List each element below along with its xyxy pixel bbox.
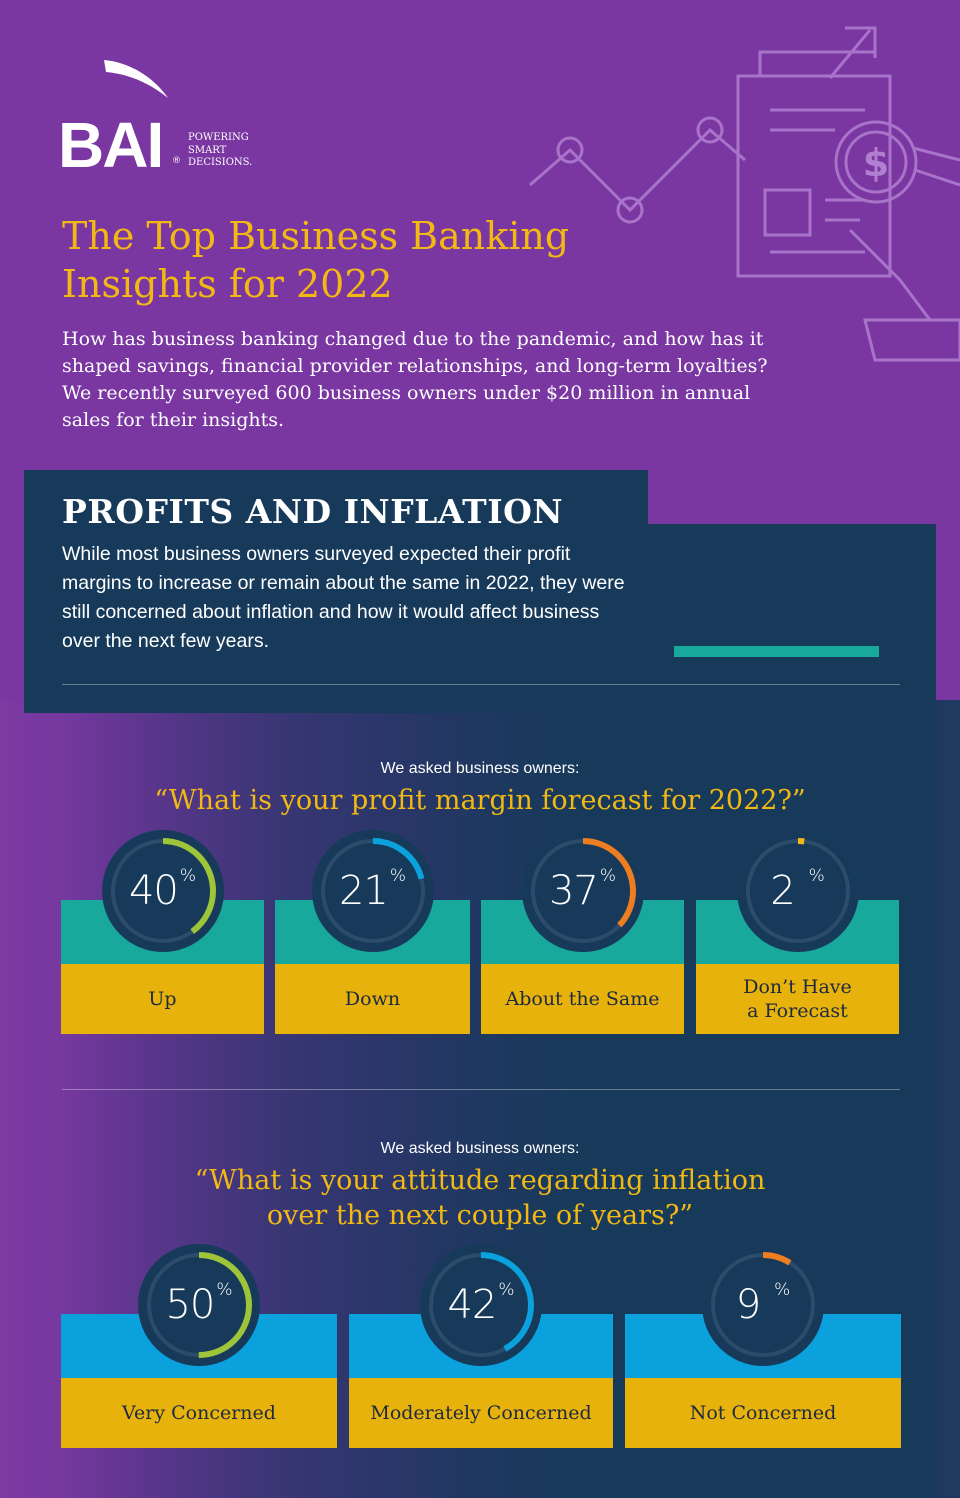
value-label: 50: [165, 1282, 215, 1328]
value-arc: [109, 838, 216, 944]
finance-document-icon: $: [529, 26, 960, 362]
logo-text: BAI: [58, 109, 164, 181]
value-arc: [319, 838, 426, 944]
value-arc: [428, 1252, 534, 1358]
tagline-line: POWERING: [188, 132, 249, 143]
category-label: Don’t Have a Forecast: [743, 976, 852, 1022]
percent-ring: 40%: [101, 830, 224, 952]
value-label: 2: [770, 868, 795, 914]
category-label: About the Same: [505, 988, 660, 1010]
ring-background: [420, 1244, 542, 1366]
divider: [62, 1089, 900, 1090]
percent-symbol: %: [498, 1280, 515, 1300]
card-label-band: Down: [275, 964, 470, 1034]
card-label-band: Not Concerned: [625, 1378, 901, 1448]
intro-paragraph: How has business banking changed due to …: [62, 328, 768, 431]
tagline-line: SMART: [188, 144, 227, 156]
section-title: PROFITS AND INFLATION: [62, 492, 564, 531]
tagline-line: DECISIONS.: [188, 157, 253, 168]
value-arc: [529, 838, 636, 944]
percent-symbol: %: [389, 866, 407, 886]
card-label-band: Up: [61, 964, 264, 1034]
value-label: 37: [548, 868, 599, 914]
value-label: 40: [128, 868, 179, 914]
percent-symbol: %: [179, 866, 197, 886]
percent-symbol: %: [216, 1280, 233, 1300]
registered-mark: ®: [172, 156, 181, 166]
accent-bar: [674, 646, 879, 657]
ring-background: [521, 830, 644, 952]
value-arc: [744, 838, 851, 944]
question-title: “What is your profit margin forecast for…: [154, 785, 806, 816]
percent-symbol: %: [808, 866, 825, 886]
card-label-band: Don’t Have a Forecast: [696, 964, 899, 1034]
page-title: The Top Business Banking Insights for 20…: [62, 214, 570, 306]
ring-background: [702, 1244, 824, 1366]
percent-ring: 21%: [311, 830, 434, 952]
card-label-band: About the Same: [481, 964, 684, 1034]
percent-ring: 37%: [521, 830, 644, 952]
percent-symbol: %: [774, 1280, 791, 1300]
ring-background: [138, 1244, 260, 1366]
value-label: 21: [338, 868, 389, 914]
ring-background: [736, 830, 859, 952]
card-label-band: Very Concerned: [61, 1378, 337, 1448]
ring-background: [101, 830, 224, 952]
percent-symbol: %: [599, 866, 617, 886]
category-label: Very Concerned: [122, 1402, 276, 1424]
percent-ring: 9%: [702, 1244, 824, 1366]
value-label: 42: [447, 1282, 497, 1328]
category-label: Up: [148, 988, 177, 1010]
content-panel-edge: [900, 700, 936, 1498]
category-label: Down: [344, 988, 401, 1010]
value-label: 9: [735, 1282, 761, 1328]
question-title: “What is your attitude regarding inflati…: [194, 1165, 766, 1231]
bai-logo: BAI ® POWERING SMART DECISIONS.: [58, 56, 268, 181]
percent-ring: 50%: [138, 1244, 260, 1366]
percent-ring: 42%: [420, 1244, 542, 1366]
value-arc: [710, 1252, 816, 1358]
section-text: While most business owners surveyed expe…: [62, 543, 625, 652]
logo-swoosh-icon: [104, 60, 168, 98]
logo-tagline: POWERING SMART DECISIONS.: [188, 132, 278, 170]
svg-text:$: $: [863, 141, 889, 185]
divider: [62, 684, 900, 685]
ring-background: [311, 830, 434, 952]
question-intro: We asked business owners:: [380, 760, 580, 777]
value-arc: [146, 1252, 252, 1358]
question-intro: We asked business owners:: [380, 1140, 580, 1157]
section-panel-extension: [24, 524, 936, 713]
category-label: Not Concerned: [689, 1402, 837, 1424]
card-label-band: Moderately Concerned: [349, 1378, 613, 1448]
category-label: Moderately Concerned: [370, 1402, 592, 1424]
percent-ring: 2%: [736, 830, 859, 952]
